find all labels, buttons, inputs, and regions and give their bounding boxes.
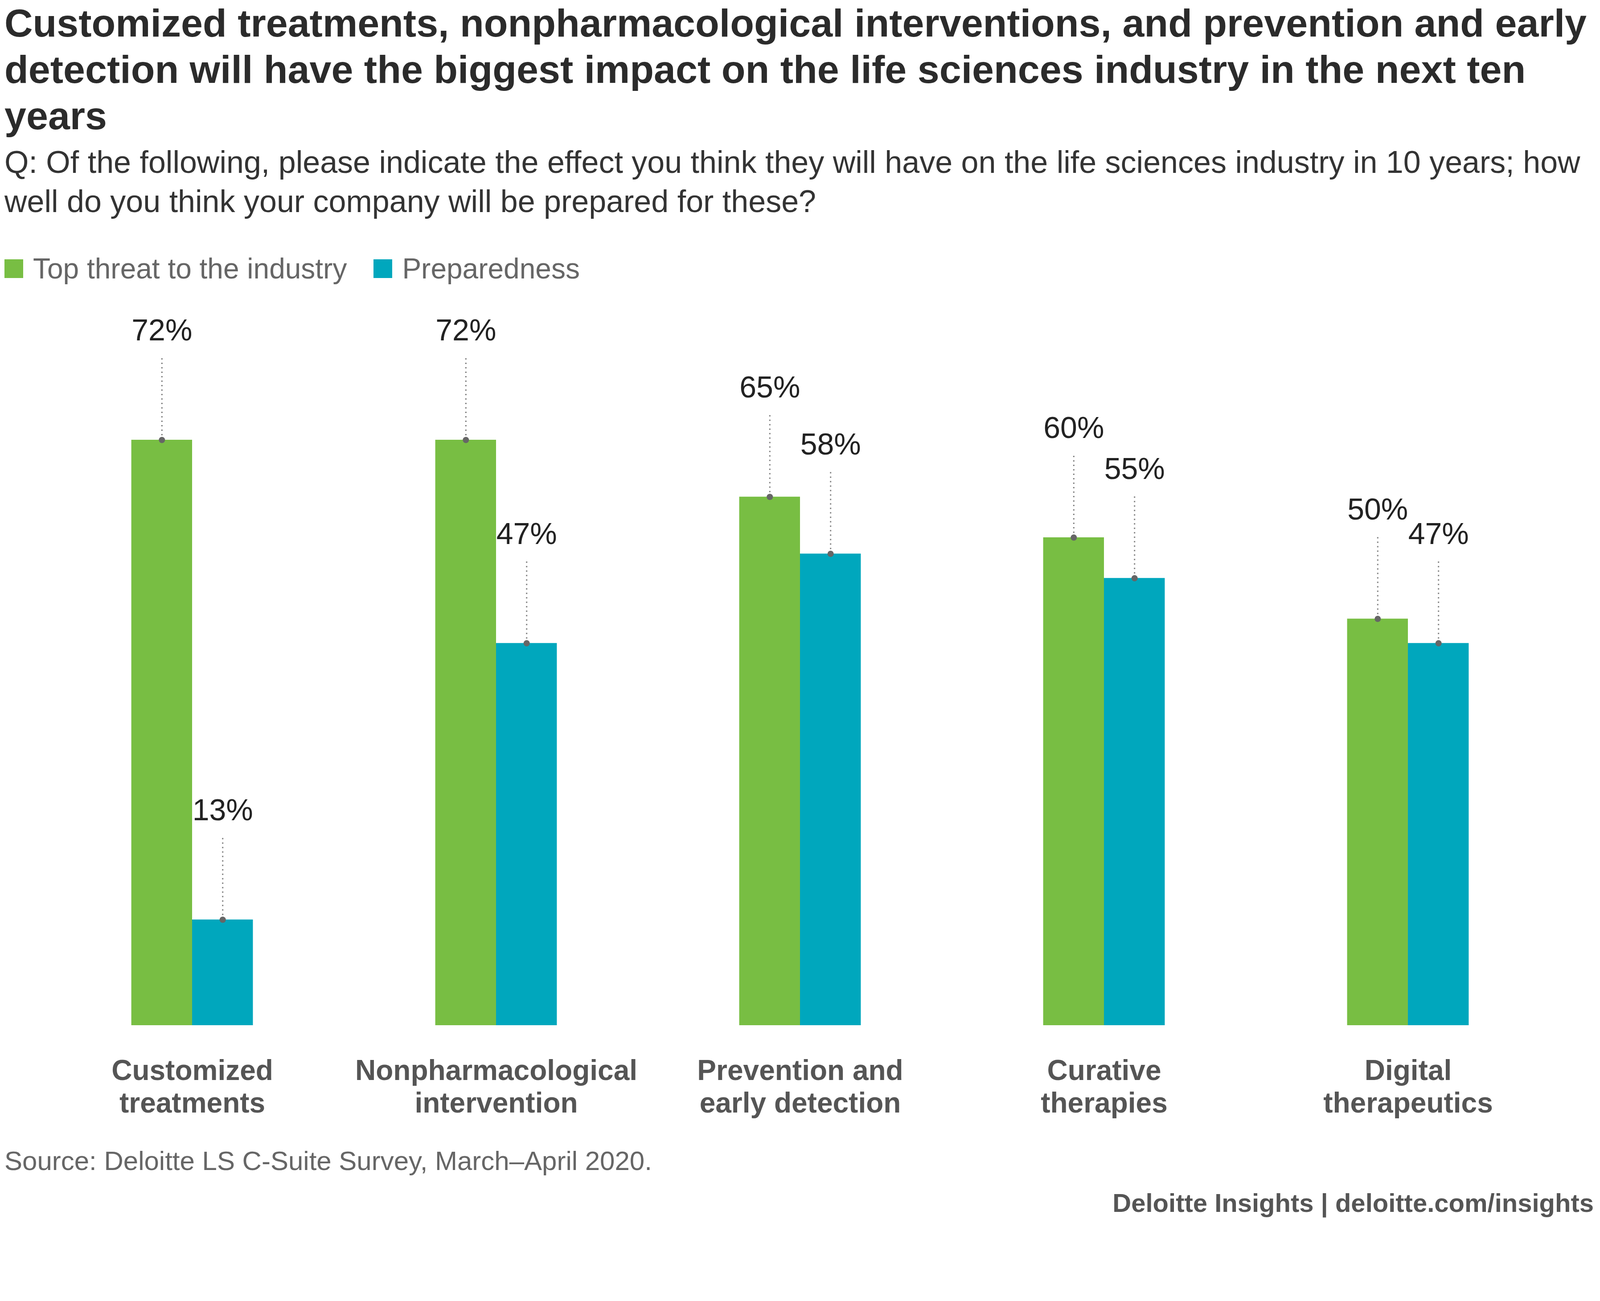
svg-text:Digitaltherapeutics: Digitaltherapeutics <box>1323 1054 1494 1120</box>
svg-text:72%: 72% <box>131 313 193 348</box>
svg-text:58%: 58% <box>800 426 862 461</box>
html-text:Top threat to the industry: Top threat to the industry <box>32 252 347 286</box>
svg-text:47%: 47% <box>496 516 558 551</box>
svg-text:72%: 72% <box>435 313 497 348</box>
html-text:Deloitte Insights | deloitte.c: Deloitte Insights | deloitte.com/insight… <box>1112 1188 1594 1218</box>
svg-text:Nonpharmacologicalintervention: Nonpharmacologicalintervention <box>355 1054 638 1120</box>
html-text:Q: Of the following, please in: Q: Of the following, please indicate the… <box>4 145 1581 219</box>
svg-text:50%: 50% <box>1347 492 1408 526</box>
svg-text:13%: 13% <box>192 792 254 827</box>
svg-text:Customizedtreatments: Customizedtreatments <box>111 1054 274 1120</box>
svg-text:Prevention andearly detection: Prevention andearly detection <box>697 1054 903 1120</box>
html-text:Source: Deloitte LS C-Suite Su: Source: Deloitte LS C-Suite Survey, Marc… <box>4 1146 652 1177</box>
svg-text:65%: 65% <box>739 369 800 404</box>
html-text:Preparedness: Preparedness <box>402 252 580 286</box>
svg-text:55%: 55% <box>1104 451 1166 486</box>
svg-text:Curativetherapies: Curativetherapies <box>1040 1054 1168 1120</box>
html-text:Customized treatments, nonphar: Customized treatments, nonpharmacologica… <box>4 0 1587 138</box>
svg-text:60%: 60% <box>1043 410 1104 445</box>
svg-text:47%: 47% <box>1408 516 1469 551</box>
